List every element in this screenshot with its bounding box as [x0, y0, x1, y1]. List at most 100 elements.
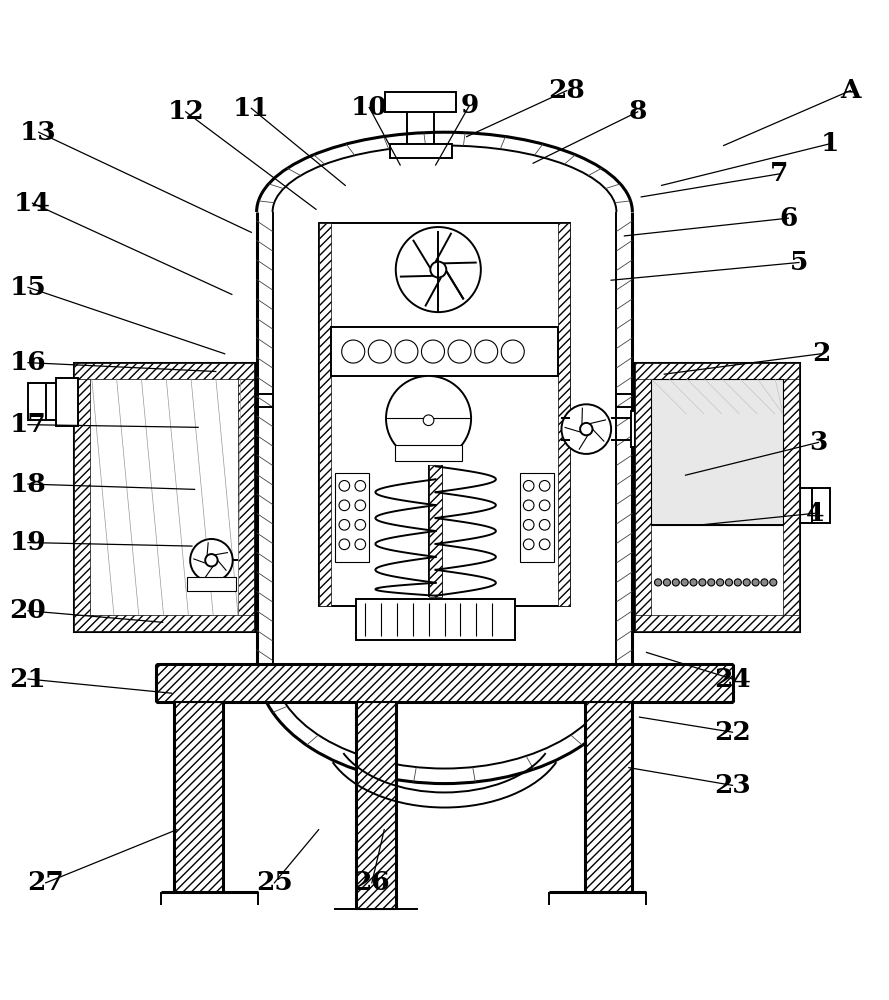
Text: A: A — [840, 78, 861, 103]
Circle shape — [752, 579, 759, 586]
Circle shape — [386, 376, 471, 461]
Bar — [635, 363, 651, 631]
Text: 12: 12 — [167, 99, 204, 124]
Bar — [635, 363, 799, 379]
Text: 26: 26 — [354, 870, 390, 895]
Circle shape — [717, 579, 724, 586]
Text: 27: 27 — [28, 870, 64, 895]
Circle shape — [540, 519, 550, 530]
Bar — [238, 363, 254, 631]
Text: 4: 4 — [805, 501, 824, 526]
Circle shape — [355, 519, 365, 530]
Bar — [520, 473, 554, 562]
Text: 21: 21 — [10, 667, 46, 692]
Circle shape — [672, 579, 679, 586]
Circle shape — [663, 579, 670, 586]
Text: 9: 9 — [461, 93, 478, 118]
Text: 16: 16 — [10, 350, 46, 375]
Circle shape — [423, 415, 434, 426]
Text: 19: 19 — [10, 530, 46, 555]
Circle shape — [355, 500, 365, 511]
Text: 14: 14 — [14, 191, 51, 216]
Circle shape — [368, 340, 391, 363]
Bar — [813, 488, 830, 523]
Circle shape — [339, 481, 349, 491]
Circle shape — [339, 500, 349, 511]
Text: 25: 25 — [256, 870, 292, 895]
Text: 22: 22 — [714, 720, 751, 745]
Text: 15: 15 — [10, 275, 46, 300]
Text: 1: 1 — [821, 131, 839, 156]
Bar — [630, 411, 646, 447]
Circle shape — [190, 539, 233, 582]
Text: 7: 7 — [770, 161, 789, 186]
Circle shape — [562, 404, 611, 454]
Text: 2: 2 — [812, 341, 830, 366]
Bar — [156, 664, 733, 702]
Circle shape — [654, 579, 661, 586]
Circle shape — [524, 519, 534, 530]
Circle shape — [430, 262, 446, 278]
Text: 10: 10 — [351, 95, 388, 120]
Bar — [318, 223, 571, 606]
Circle shape — [699, 579, 706, 586]
Bar — [74, 615, 254, 631]
Bar — [331, 327, 558, 376]
Circle shape — [421, 340, 444, 363]
Bar — [635, 363, 799, 631]
Text: 6: 6 — [780, 206, 797, 231]
Bar — [635, 615, 799, 631]
Circle shape — [725, 579, 733, 586]
Circle shape — [396, 227, 481, 312]
Bar — [429, 465, 442, 597]
Circle shape — [540, 500, 550, 511]
Circle shape — [475, 340, 498, 363]
Text: 28: 28 — [549, 78, 585, 103]
Text: 13: 13 — [20, 120, 57, 145]
Bar — [385, 92, 456, 112]
Circle shape — [681, 579, 688, 586]
Circle shape — [339, 539, 349, 550]
Circle shape — [761, 579, 768, 586]
Bar — [783, 363, 799, 631]
Text: 24: 24 — [714, 667, 751, 692]
Bar — [585, 702, 632, 892]
Circle shape — [339, 519, 349, 530]
Text: 11: 11 — [233, 96, 269, 121]
Bar — [356, 702, 396, 909]
Circle shape — [770, 579, 777, 586]
Circle shape — [581, 423, 592, 435]
Circle shape — [395, 340, 418, 363]
Bar — [651, 379, 783, 525]
Circle shape — [448, 340, 471, 363]
Text: 18: 18 — [10, 472, 46, 497]
Circle shape — [734, 579, 741, 586]
Bar — [28, 383, 45, 420]
Circle shape — [205, 554, 218, 566]
Circle shape — [743, 579, 750, 586]
Bar — [335, 473, 369, 562]
Circle shape — [708, 579, 715, 586]
Circle shape — [524, 539, 534, 550]
Bar — [74, 363, 254, 379]
Bar — [356, 599, 516, 640]
Text: 5: 5 — [789, 250, 808, 275]
Bar — [56, 378, 78, 426]
Text: 23: 23 — [714, 773, 751, 798]
Bar — [558, 223, 571, 606]
Circle shape — [540, 539, 550, 550]
Circle shape — [341, 340, 364, 363]
Circle shape — [524, 500, 534, 511]
Circle shape — [355, 539, 365, 550]
Bar — [74, 363, 90, 631]
Bar — [318, 223, 331, 606]
Bar — [174, 702, 223, 892]
Bar — [74, 363, 254, 631]
Bar — [187, 577, 236, 591]
Circle shape — [501, 340, 525, 363]
Bar — [389, 144, 452, 158]
Text: 3: 3 — [809, 430, 828, 455]
Circle shape — [355, 481, 365, 491]
Text: 17: 17 — [10, 412, 46, 437]
Text: 20: 20 — [10, 598, 46, 623]
